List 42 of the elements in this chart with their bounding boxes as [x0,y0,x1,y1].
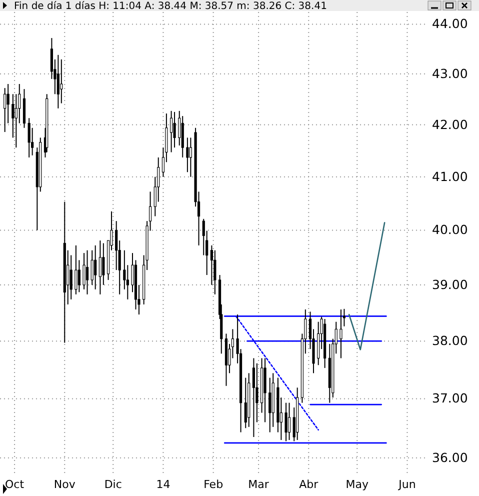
x-tick-label: Dic [104,478,122,491]
candlestick [78,260,80,293]
y-tick-label: 38.00 [432,333,468,348]
candlestick [90,250,94,286]
candlestick [252,358,256,438]
candlestick [98,240,102,295]
y-tick-label: 42.00 [432,116,468,132]
y-tick-label: 39.00 [432,276,468,292]
chart-title: Fin de día 1 días H: 11:04 A: 38.44 M: 38.57 m: 38.26 C: 38.41 [14,1,327,12]
candlestick [244,377,247,429]
x-tick-label: Nov [54,478,76,491]
candlestick [284,402,288,442]
candlestick [268,377,272,433]
x-tick-label: Abr [299,478,319,491]
y-tick-label: 44.00 [432,16,468,32]
candlestick [170,110,173,153]
candlestick [173,111,176,148]
y-tick-label: 41.00 [432,168,468,184]
x-tick-label: Mar [248,478,270,491]
y-tick-label: 37.00 [432,390,468,406]
candlestick [102,242,105,286]
candlestick [186,137,189,173]
y-tick-label: 43.00 [432,66,468,81]
candlestick [94,244,97,290]
candlestick [189,137,192,178]
x-tick-label: Feb [204,478,224,491]
candlestick [74,244,78,295]
x-tick-label: 14 [156,478,170,491]
candlestick [4,88,6,132]
candlestick [214,250,216,295]
candlestick [86,250,89,295]
y-tick-label: 40.00 [432,222,468,238]
candlestick [28,118,30,158]
x-tick-label: Jun [398,478,416,491]
y-tick-label: 36.00 [432,450,468,465]
candlestick [340,308,342,359]
candlestick [56,54,60,109]
x-tick-label: May [346,478,369,491]
x-tick-label: Oct [5,478,25,491]
candlestick [60,58,63,104]
candlestick [6,84,10,124]
candlestick [288,402,291,440]
